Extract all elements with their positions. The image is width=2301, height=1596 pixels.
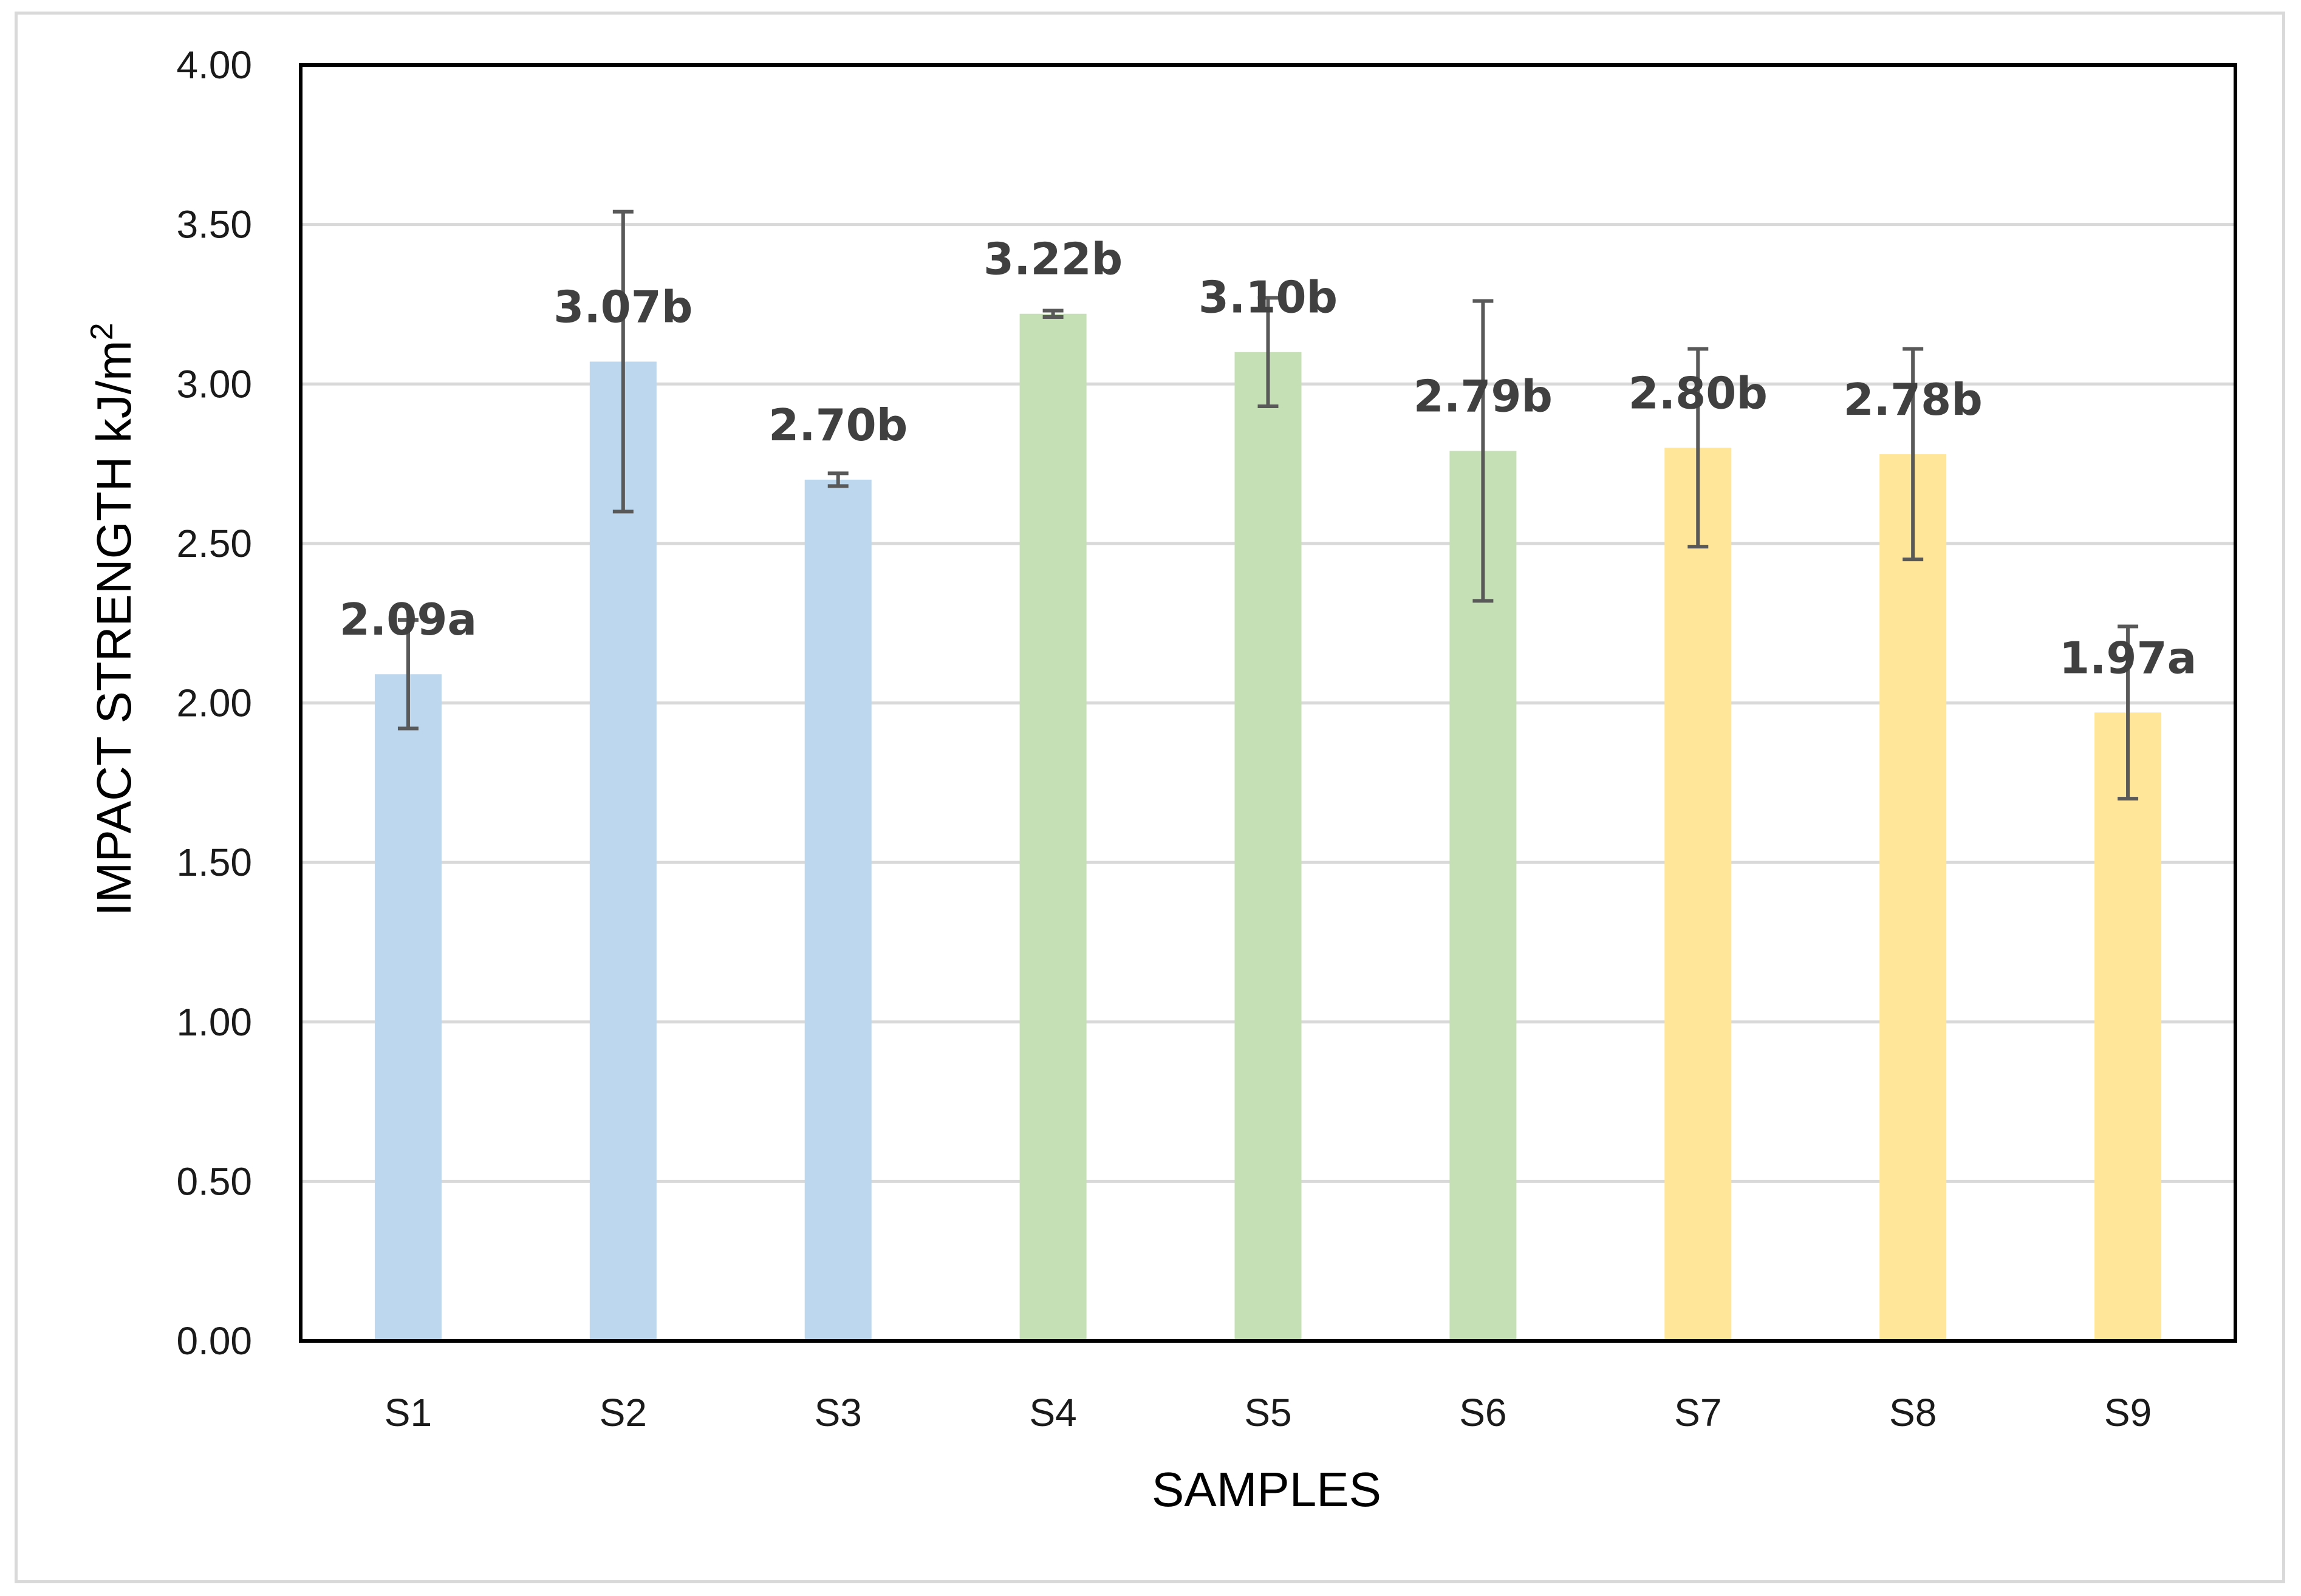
y-tick-label: 3.00 — [176, 362, 252, 406]
data-label-s8: 2.78b — [1844, 374, 1983, 425]
y-tick-label: 2.50 — [176, 522, 252, 565]
data-label-s7: 2.80b — [1629, 367, 1768, 418]
x-tick-label: S3 — [815, 1391, 862, 1434]
bar-s5 — [1234, 352, 1302, 1341]
y-axis-ticks: 0.00 0.50 1.00 1.50 2.00 2.50 3.00 3.50 4.00 — [176, 43, 252, 1363]
y-tick-label: 2.00 — [176, 681, 252, 725]
x-tick-label: S5 — [1244, 1391, 1291, 1434]
data-labels: 2.09a 3.07b 2.70b 3.22b 3.10b 2.79b 2.80b 2.78b… — [340, 234, 2197, 684]
data-label-s9: 1.97a — [2059, 632, 2197, 683]
x-tick-label: S2 — [600, 1391, 647, 1434]
y-tick-label: 3.50 — [176, 203, 252, 247]
y-tick-label: 0.00 — [176, 1319, 252, 1363]
data-label-s2: 3.07b — [553, 281, 692, 332]
bar-s7 — [1664, 448, 1732, 1341]
x-axis-title: SAMPLES — [1152, 1462, 1381, 1516]
bar-s4 — [1019, 313, 1087, 1341]
x-tick-label: S9 — [2104, 1391, 2152, 1434]
x-axis-ticks: S1 S2 S3 S4 S5 S6 S7 S8 S9 — [385, 1391, 2152, 1434]
bar-s3 — [804, 479, 872, 1342]
y-tick-label: 1.00 — [176, 1000, 252, 1044]
x-tick-label: S8 — [1889, 1391, 1937, 1434]
x-tick-label: S1 — [385, 1391, 432, 1434]
y-tick-label: 4.00 — [176, 43, 252, 87]
x-tick-label: S7 — [1674, 1391, 1721, 1434]
y-axis-title: IMPACT STRENGTH kJ/m2 — [84, 322, 141, 916]
data-label-s3: 2.70b — [768, 400, 908, 451]
y-tick-label: 1.50 — [176, 841, 252, 884]
x-tick-label: S6 — [1459, 1391, 1506, 1434]
bar-s8 — [1879, 454, 1947, 1342]
data-label-s5: 3.10b — [1198, 272, 1338, 323]
bar-s2 — [589, 361, 657, 1342]
bar-s9 — [2094, 712, 2162, 1341]
plot-area-border — [299, 63, 2237, 1343]
data-label-s1: 2.09a — [340, 594, 477, 645]
y-axis-title-main: IMPACT STRENGTH kJ/m — [87, 340, 141, 916]
error-bars — [397, 210, 2139, 801]
y-tick-label: 0.50 — [176, 1159, 252, 1203]
bars — [374, 313, 2162, 1342]
data-label-s4: 3.22b — [983, 234, 1123, 285]
bar-s1 — [374, 674, 442, 1341]
data-label-s6: 2.79b — [1414, 371, 1553, 422]
x-tick-label: S4 — [1029, 1391, 1076, 1434]
y-axis-title-superscript: 2 — [84, 322, 120, 340]
